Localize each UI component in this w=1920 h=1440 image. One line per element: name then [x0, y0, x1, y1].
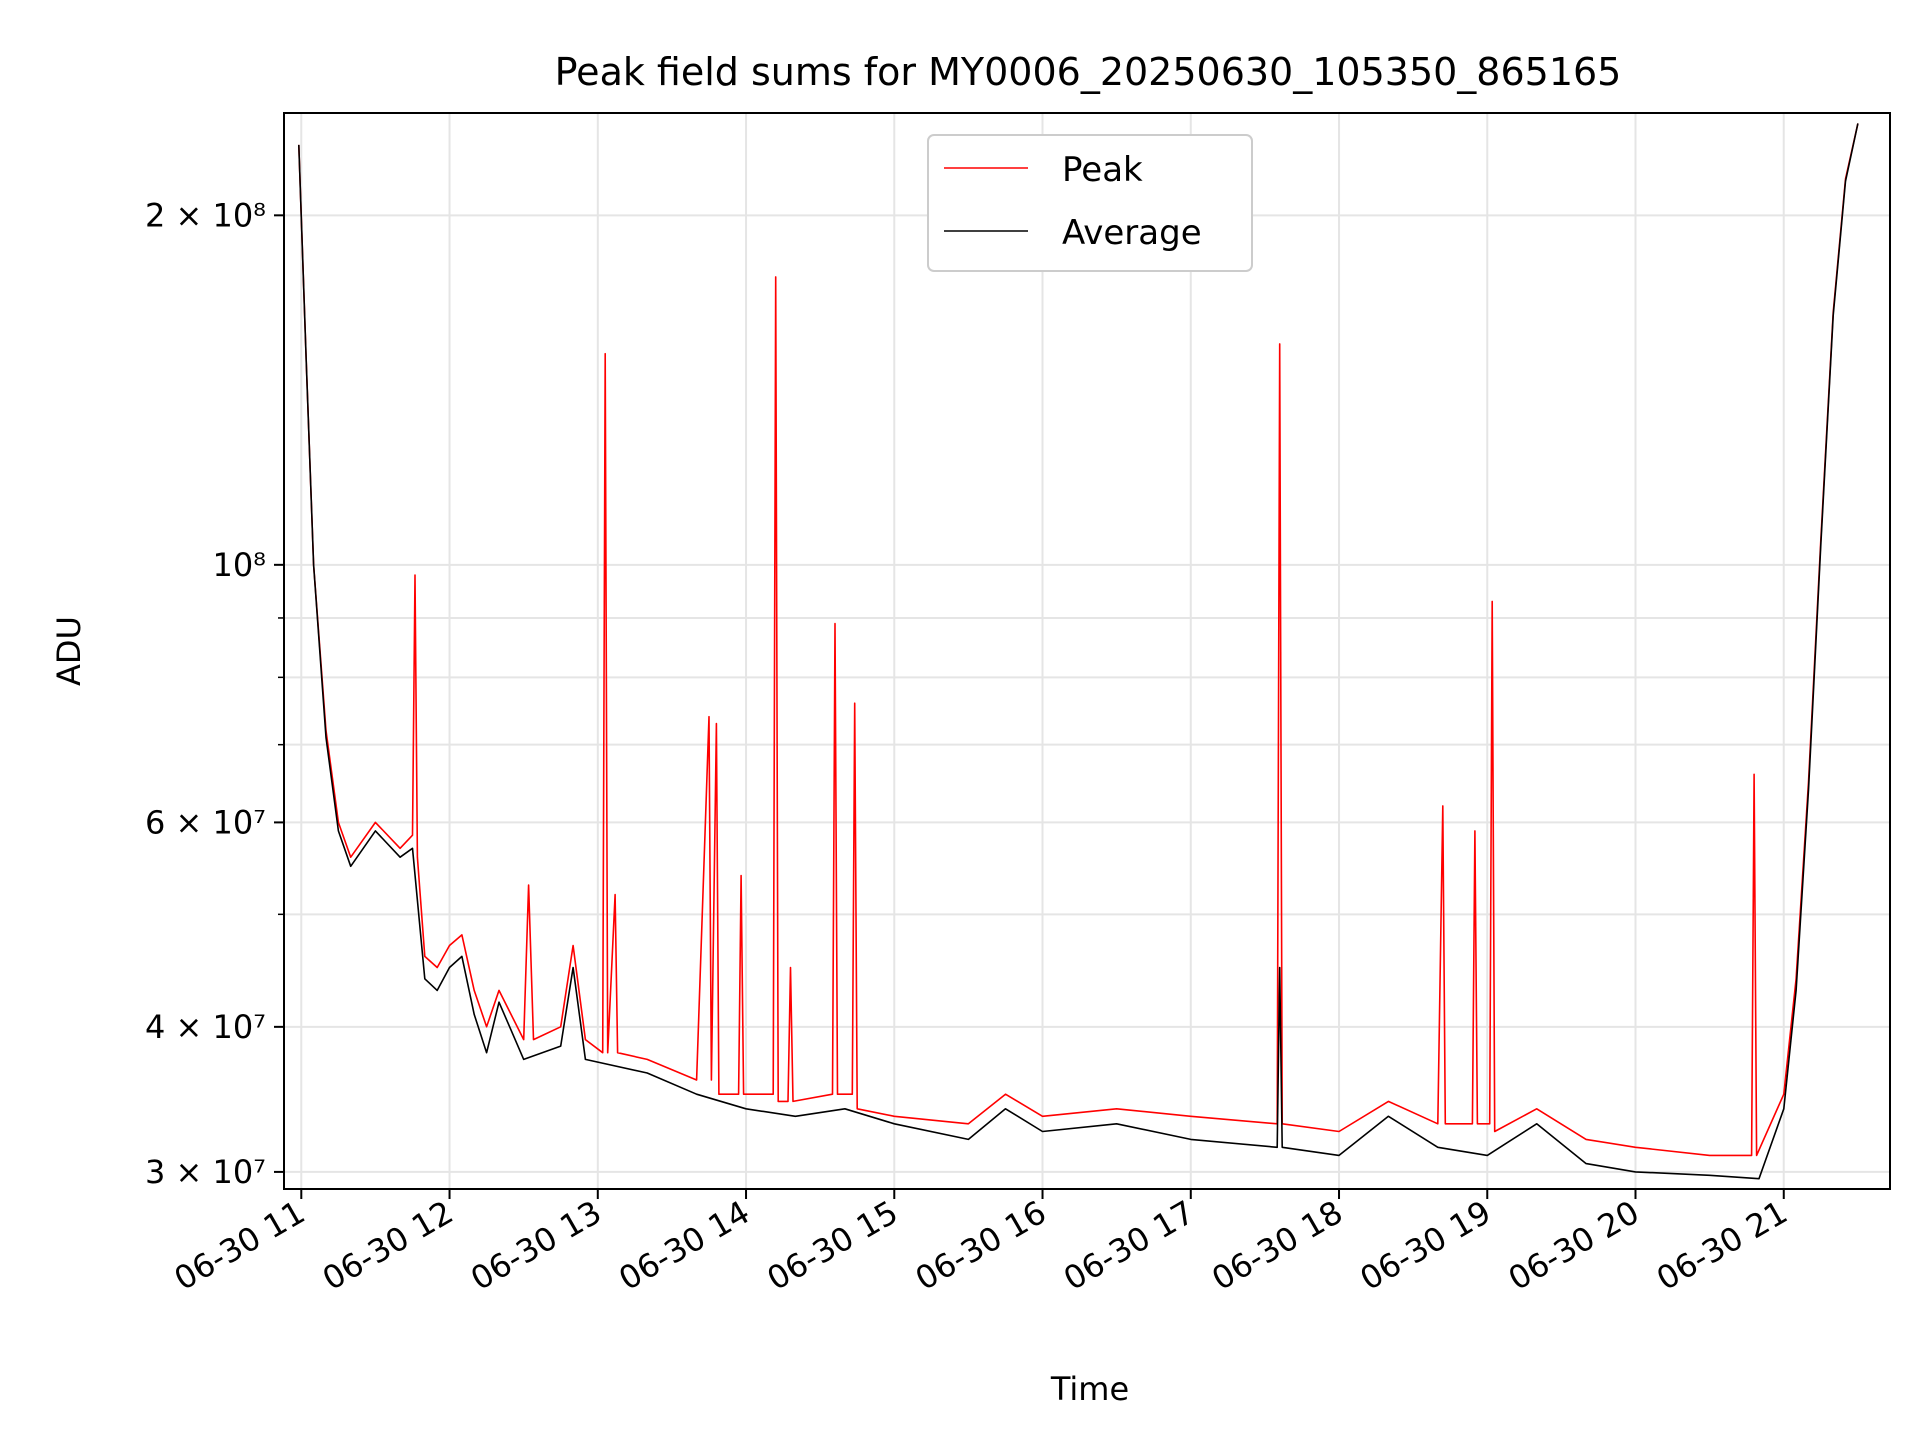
y-tick-label: 6 × 10⁷ — [145, 803, 266, 841]
legend-peak-label: Peak — [1062, 150, 1143, 190]
y-tick-label: 4 × 10⁷ — [145, 1008, 266, 1046]
series-group — [298, 123, 1859, 1180]
x-axis-label: Time — [1050, 1370, 1129, 1408]
y-tick-label: 10⁸ — [212, 546, 266, 584]
y-tick-label: 3 × 10⁷ — [145, 1153, 266, 1191]
legend-box — [927, 134, 1253, 272]
y-axis-label: ADU — [50, 616, 88, 686]
grid — [284, 113, 1890, 1189]
y-axis: 3 × 10⁷ 4 × 10⁷ 6 × 10⁷ 10⁸ 2 × 10⁸ — [145, 196, 284, 1191]
legend-average-label: Average — [1062, 213, 1202, 253]
series-line-peak — [298, 123, 1859, 1157]
plot-frame — [283, 112, 1891, 1190]
y-tick-label: 2 × 10⁸ — [145, 196, 266, 234]
chart-title: Peak field sums for MY0006_20250630_1053… — [555, 50, 1622, 94]
legend: Peak Average — [927, 134, 1253, 272]
series-line-average — [298, 123, 1859, 1180]
